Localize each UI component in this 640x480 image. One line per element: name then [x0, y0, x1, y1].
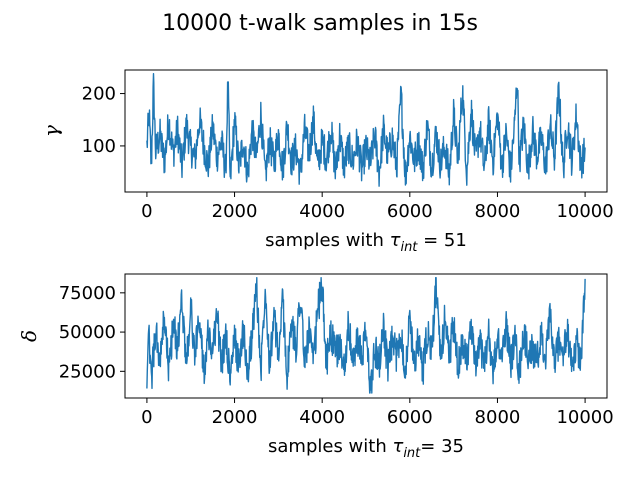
delta-x-axis-label-prefix: samples with — [268, 436, 392, 457]
gamma-y-axis-label: γ — [39, 125, 63, 137]
gamma-trace-panel: 0 2000 4000 6000 8000 10000 100 200 γ samples w… — [39, 69, 614, 255]
gamma-x-tick-label: 2000 — [212, 201, 258, 222]
gamma-y-tick-label: 100 — [82, 136, 116, 157]
gamma-x-axis-label-subscript: int — [400, 240, 418, 255]
delta-x-axis-label-suffix: = 35 — [420, 436, 464, 457]
gamma-x-axis-label: samples with τint = 51 — [265, 230, 467, 255]
figure-title: 10000 t-walk samples in 15s — [162, 11, 478, 36]
gamma-x-tick-label: 10000 — [556, 201, 613, 222]
delta-x-axis-label-tau: τ — [392, 436, 403, 457]
gamma-x-axis-label-suffix: = 51 — [417, 230, 466, 251]
delta-series-line — [146, 277, 586, 394]
delta-y-axis-label: δ — [17, 330, 41, 342]
delta-y-tick-label: 50000 — [59, 322, 116, 343]
gamma-x-tick-label: 4000 — [299, 201, 345, 222]
gamma-x-axis-label-tau: τ — [390, 230, 401, 251]
gamma-x-axis-label-prefix: samples with — [265, 230, 389, 251]
delta-x-tick-label: 0 — [141, 407, 152, 428]
delta-axis-ticks: 0 2000 4000 6000 8000 10000 25000 50000 75000 — [59, 283, 614, 428]
delta-x-tick-label: 8000 — [475, 407, 521, 428]
gamma-plot-frame — [124, 69, 608, 193]
gamma-x-tick-label: 0 — [141, 201, 152, 222]
delta-y-tick-label: 75000 — [59, 283, 116, 304]
gamma-x-tick-label: 6000 — [387, 201, 433, 222]
delta-y-tick-label: 25000 — [59, 361, 116, 382]
delta-x-tick-label: 10000 — [556, 407, 613, 428]
gamma-axis-ticks: 0 2000 4000 6000 8000 10000 100 200 — [82, 84, 614, 222]
delta-x-tick-label: 2000 — [212, 407, 258, 428]
delta-plot-frame — [124, 273, 608, 399]
gamma-y-tick-label: 200 — [82, 84, 116, 105]
delta-x-axis-label: samples with τint= 35 — [268, 436, 464, 461]
gamma-series-line — [146, 72, 586, 187]
delta-x-axis-label-subscript: int — [403, 446, 421, 461]
delta-x-tick-label: 6000 — [387, 407, 433, 428]
gamma-x-tick-label: 8000 — [475, 201, 521, 222]
delta-x-tick-label: 4000 — [299, 407, 345, 428]
